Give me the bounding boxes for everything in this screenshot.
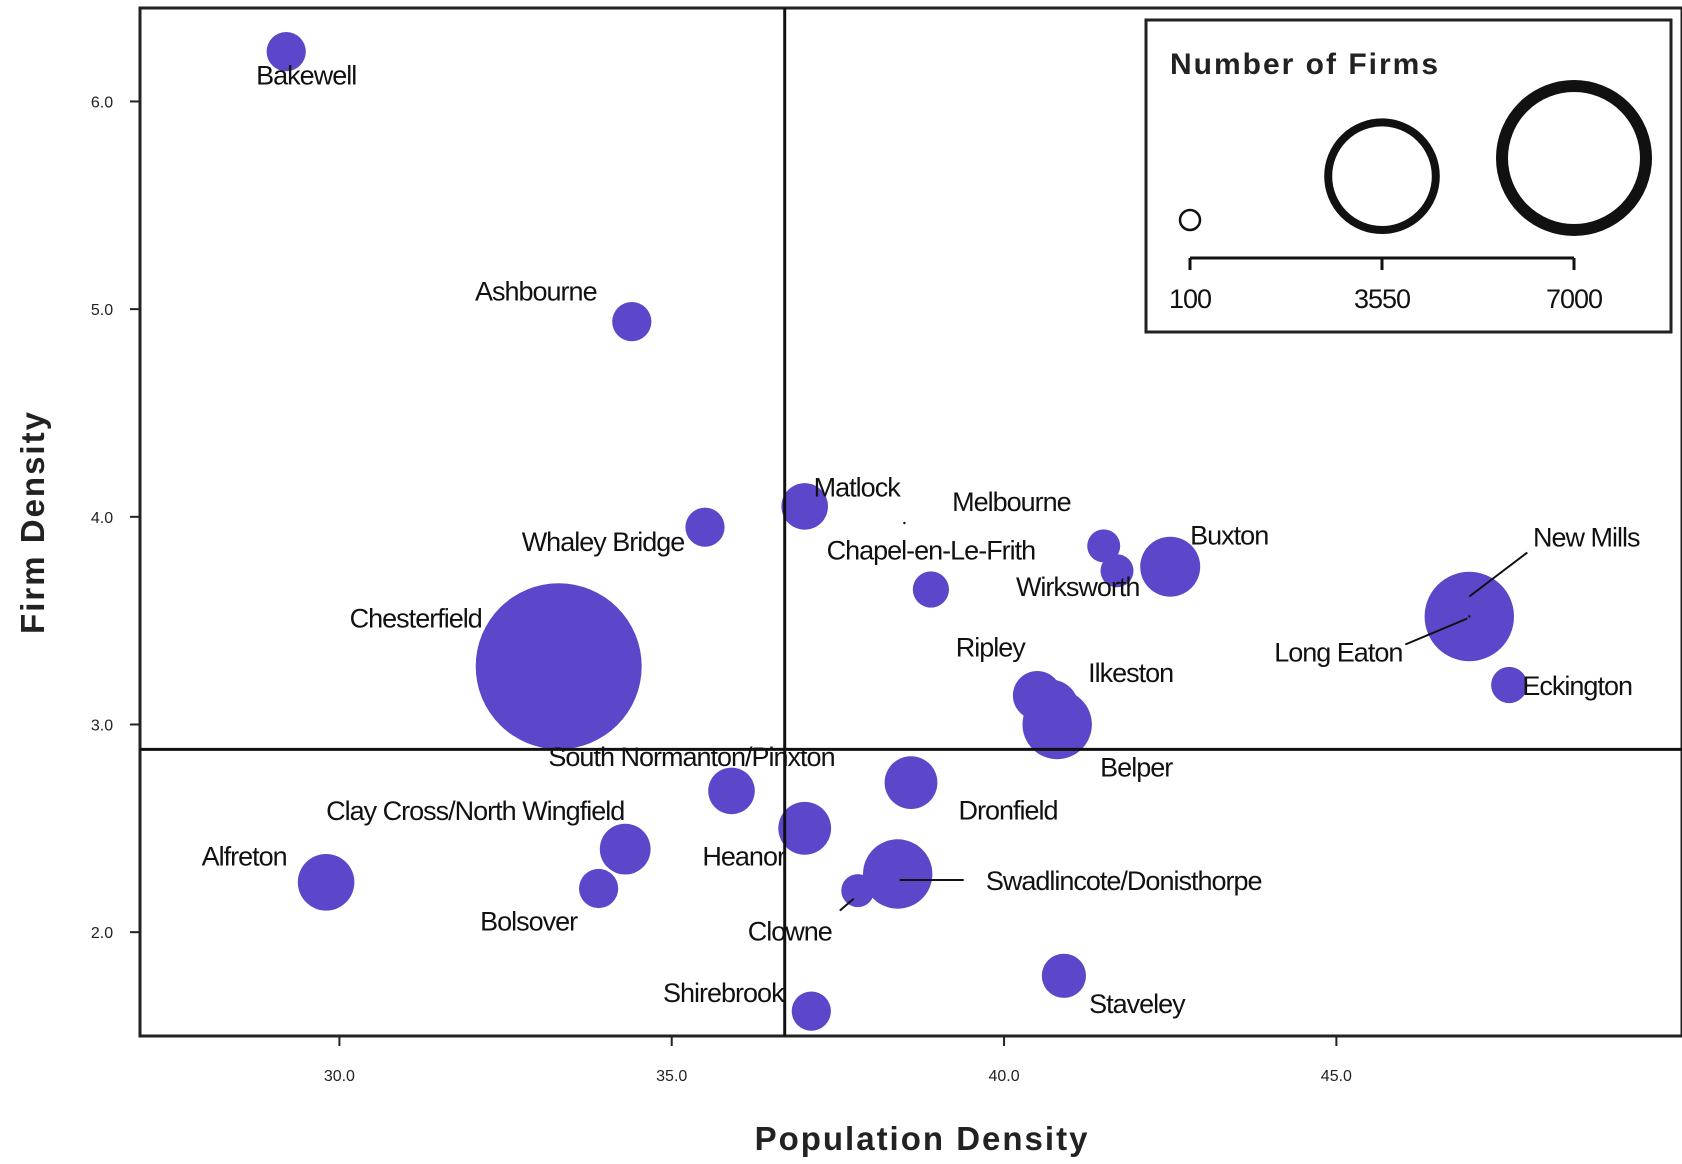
x-tick-label: 40.0	[988, 1068, 1019, 1085]
label-shirebrook: Shirebrook	[663, 978, 785, 1008]
legend-circle-100	[1178, 208, 1202, 232]
legend-frame	[1144, 18, 1673, 334]
bubble-wirksworth	[1087, 529, 1121, 563]
label-bakewell: Bakewell	[256, 61, 356, 91]
size-legend: Number of Firms 100 3550 7000	[1144, 18, 1673, 334]
label-bolsover: Bolsover	[480, 907, 578, 937]
bubble-heanor	[778, 801, 832, 855]
legend-label-100: 100	[1169, 284, 1211, 314]
label-buxton: Buxton	[1190, 521, 1268, 551]
bubble-matlock	[781, 483, 828, 530]
bubble-chesterfield	[475, 583, 642, 750]
label-leader-lines	[839, 551, 1528, 912]
bubble-dronfield	[884, 756, 938, 809]
label-melbourne: Melbourne	[952, 487, 1071, 517]
leader-line-new-mills	[1468, 551, 1528, 598]
bubble-swadlincote-donisthorpe	[863, 839, 933, 909]
axes: 30.0 35.0 40.0 45.0 2.0 3.0 4.0 5.0 6.0	[91, 94, 1352, 1085]
label-swadlincote-donisthorpe: Swadlincote/Donisthorpe	[986, 866, 1262, 896]
bubble-whaley-bridge	[685, 507, 725, 547]
bubbles-layer	[266, 31, 1528, 1031]
legend-label-7000: 7000	[1546, 284, 1602, 314]
reference-lines	[140, 8, 1682, 1036]
leader-line-clowne	[839, 897, 855, 912]
bubble-south-normanton-pinxton	[708, 767, 755, 815]
bubble-buxton	[1140, 536, 1201, 597]
bubble-ashbourne	[612, 302, 652, 342]
bubble-bolsover	[579, 868, 619, 909]
bubble-chapel-en-le-frith	[912, 571, 950, 608]
legend-circle-3550	[1324, 118, 1440, 234]
legend-marks: 100 3550 7000	[1169, 80, 1652, 314]
legend-label-3550: 3550	[1354, 284, 1410, 314]
y-tick-label: 2.0	[91, 925, 113, 942]
bubble-clowne	[841, 874, 875, 908]
label-eckington: Eckington	[1522, 671, 1632, 701]
bubble-clay-cross-north-wingfield	[599, 823, 651, 875]
bubble-alfreton	[297, 854, 355, 911]
bubble-wirksworth	[1100, 554, 1134, 588]
label-alfreton: Alfreton	[202, 841, 287, 871]
label-long-eaton: Long Eaton	[1274, 638, 1402, 668]
bubble-ripley	[1012, 671, 1062, 720]
label-south-normanton-pinxton: South Normanton/Pinxton	[548, 742, 834, 772]
label-clowne: Clowne	[748, 917, 832, 947]
x-axis-title: Population Density	[755, 1120, 1090, 1157]
label-belper: Belper	[1100, 753, 1173, 783]
bubble-long-eaton	[1468, 615, 1471, 618]
point-labels: Bakewell Ashbourne Matlock Whaley Bridge Mel…	[202, 61, 1641, 1019]
x-tick-label: 35.0	[656, 1068, 687, 1085]
legend-circle-7000	[1496, 80, 1652, 236]
label-wirksworth: Wirksworth	[1016, 572, 1140, 602]
label-ripley: Ripley	[956, 632, 1027, 662]
label-chapel-en-le-frith: Chapel-en-Le-Frith	[827, 536, 1036, 566]
bubble-melbourne	[903, 521, 906, 525]
x-tick-label: 30.0	[324, 1068, 355, 1085]
bubble-eckington	[1491, 666, 1528, 704]
leader-line-long-eaton	[1404, 617, 1468, 646]
y-tick-label: 3.0	[91, 717, 113, 734]
label-new-mills: New Mills	[1533, 523, 1640, 553]
label-heanor: Heanor	[702, 841, 786, 871]
y-tick-label: 6.0	[91, 94, 113, 111]
y-axis-title: Firm Density	[14, 410, 51, 634]
label-dronfield: Dronfield	[958, 796, 1057, 826]
label-staveley: Staveley	[1089, 989, 1186, 1019]
label-clay-cross-north-wingfield: Clay Cross/North Wingfield	[326, 796, 624, 826]
plot-frame	[138, 6, 1682, 1038]
x-tick-label: 45.0	[1321, 1068, 1352, 1085]
label-whaley-bridge: Whaley Bridge	[522, 527, 685, 557]
y-tick-label: 5.0	[91, 302, 113, 319]
bubble-staveley	[1041, 953, 1086, 998]
bubble-bakewell	[266, 31, 306, 72]
label-chesterfield: Chesterfield	[350, 603, 482, 633]
bubble-shirebrook	[791, 991, 831, 1031]
label-matlock: Matlock	[814, 472, 902, 502]
y-tick-label: 4.0	[91, 510, 113, 527]
label-ilkeston: Ilkeston	[1088, 658, 1173, 688]
legend-title: Number of Firms	[1170, 48, 1440, 81]
label-ashbourne: Ashbourne	[475, 277, 597, 307]
